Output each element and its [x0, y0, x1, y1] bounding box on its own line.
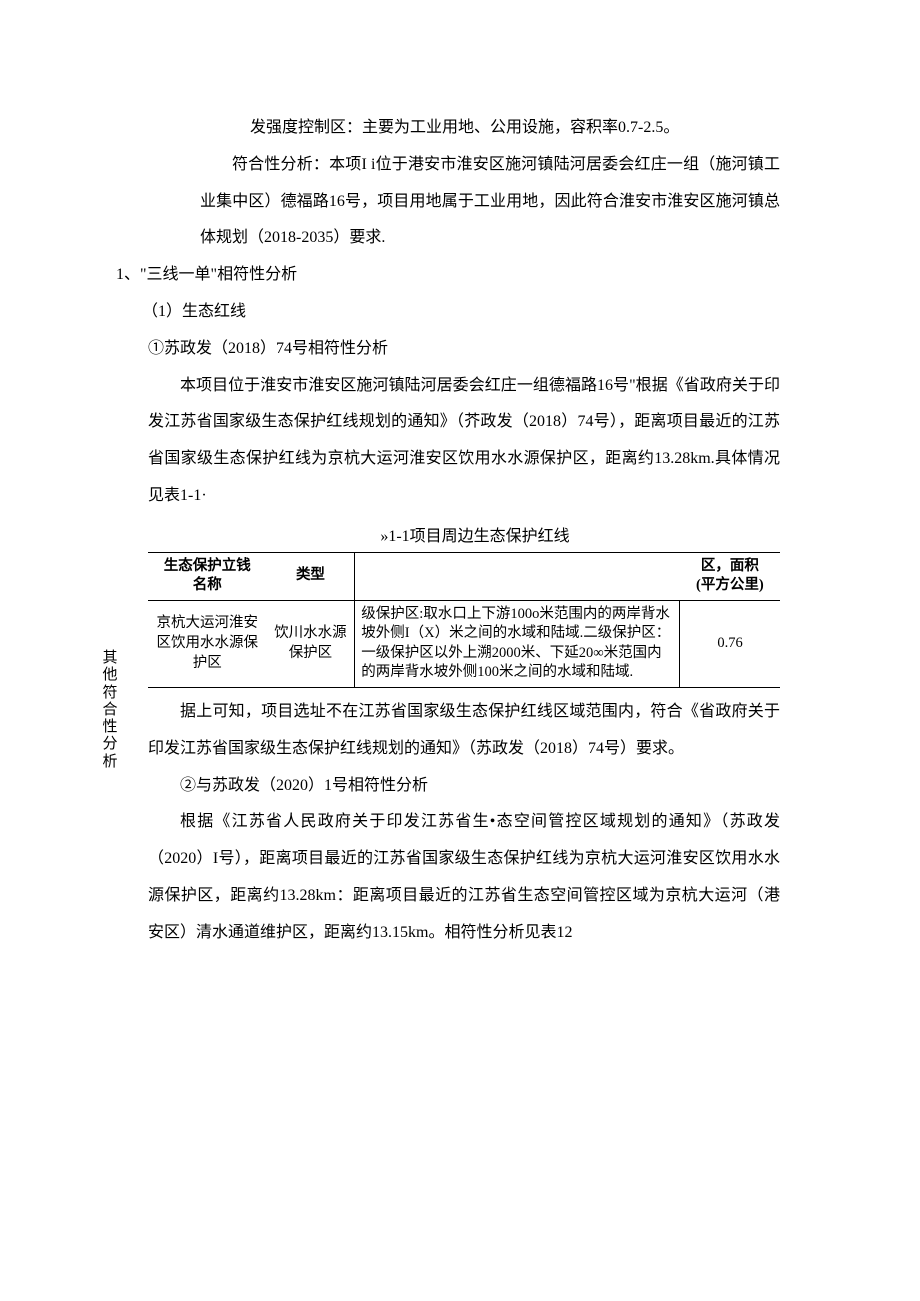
cell-desc: 级保护区:取水口上下游100o米范围内的两岸背水坡外侧I（X）米之间的水域和陆域…	[355, 600, 680, 687]
section1-item2-body: 根据《江苏省人民政府关于印发江苏省生•态空间管控区域规划的通知》（苏政发（202…	[110, 804, 780, 951]
intro-p2: 符合性分析：本项I i位于港安市淮安区施河镇陆河居委会红庄一组（施河镇工业集中区…	[110, 147, 780, 257]
intro-p1: 发强度控制区：主要为工业用地、公用设施，容积率0.7-2.5。	[110, 110, 780, 147]
col-area-header: 区，面积 (平方公里)	[680, 552, 780, 600]
cell-type: 饮川水水源保护区	[267, 600, 355, 687]
ecology-table: 生态保护立钱 名称 类型 区，面积 (平方公里) 京杭大运河淮安区饮用水水源保护…	[148, 552, 780, 688]
col-desc-header	[355, 552, 680, 600]
vertical-section-label: 其他符合性分析	[102, 650, 118, 771]
cell-name: 京杭大运河淮安区饮用水水源保护区	[148, 600, 267, 687]
section1-heading: 1、"三线一单"相符性分析	[110, 257, 780, 294]
section1-item1-title: ①苏政发（2018）74号相符性分析	[110, 331, 780, 368]
document-page: 发强度控制区：主要为工业用地、公用设施，容积率0.7-2.5。 符合性分析：本项…	[0, 0, 920, 1301]
section1-sub1: （1）生态红线	[110, 294, 780, 331]
col-name-header: 生态保护立钱 名称	[148, 552, 267, 600]
section1-item2-title: ②与苏政发（2020）1号相符性分析	[110, 768, 780, 805]
table-row: 京杭大运河淮安区饮用水水源保护区 饮川水水源保护区 级保护区:取水口上下游100…	[148, 600, 780, 687]
col-type-header: 类型	[267, 552, 355, 600]
section1-item1-body: 本项目位于淮安市淮安区施河镇陆河居委会红庄一组德福路16号"根据《省政府关于印发…	[110, 368, 780, 515]
table-caption: »1-1项目周边生态保护红线	[110, 519, 780, 556]
after-table-p1: 据上可知，项目选址不在江苏省国家级生态保护红线区域范围内，符合《省政府关于印发江…	[110, 694, 780, 768]
cell-area: 0.76	[680, 600, 780, 687]
table-header-row: 生态保护立钱 名称 类型 区，面积 (平方公里)	[148, 552, 780, 600]
